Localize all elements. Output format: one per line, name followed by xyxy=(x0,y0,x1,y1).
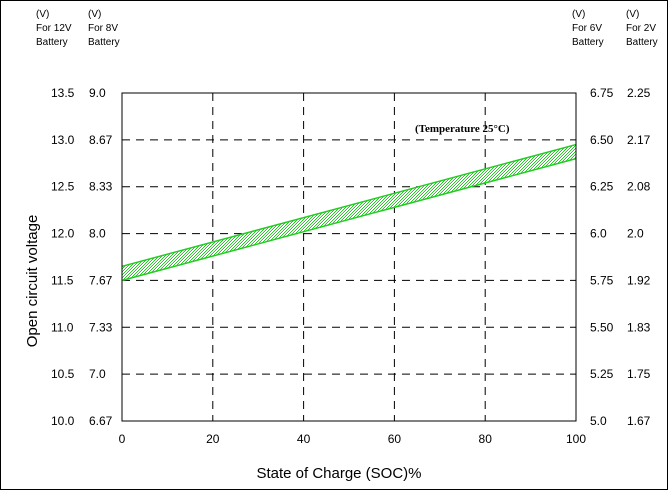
axis-header-1-line: For 8V xyxy=(88,23,118,34)
y-tick-label: 1.67 xyxy=(627,414,651,428)
y-tick-label: 6.67 xyxy=(89,414,113,428)
axis-header-1-line: (V) xyxy=(88,9,101,20)
x-tick-label: 0 xyxy=(119,432,126,446)
y-tick-label: 2.25 xyxy=(627,86,651,100)
axis-header-0-line: (V) xyxy=(36,9,49,20)
y-tick-label: 9.0 xyxy=(89,86,106,100)
y-tick-label: 6.50 xyxy=(590,133,614,147)
x-tick-label: 20 xyxy=(206,432,220,446)
y-tick-label: 11.5 xyxy=(51,273,74,287)
axis-header-3-line: For 2V xyxy=(626,23,656,34)
band-upper-edge xyxy=(121,143,577,268)
x-axis: 0 20 40 60 80 100 xyxy=(119,432,587,446)
axis-header-3-line: Battery xyxy=(626,37,658,48)
y-tick-label: 13.0 xyxy=(51,133,75,147)
y-tick-label: 8.67 xyxy=(89,133,113,147)
y-axes: (V) For 12V Battery 13.5 13.0 12.5 12.0 11.5 11.… xyxy=(36,9,658,428)
x-tick-label: 100 xyxy=(566,432,586,446)
plot-border xyxy=(121,92,577,422)
y-tick-label: 1.75 xyxy=(627,367,651,381)
y-tick-label: 6.0 xyxy=(590,227,607,241)
voltage-band-fill xyxy=(122,144,576,281)
axis-header-0-line: For 12V xyxy=(36,23,72,34)
y-tick-label: 1.83 xyxy=(627,320,651,334)
axis-header-0-line: Battery xyxy=(36,37,68,48)
y-tick-label: 6.25 xyxy=(590,180,614,194)
y-tick-label: 10.5 xyxy=(51,367,75,381)
x-tick-label: 40 xyxy=(297,432,311,446)
axis-header-2-line: For 6V xyxy=(572,23,602,34)
y-tick-label: 12.0 xyxy=(51,227,75,241)
y-tick-label: 5.25 xyxy=(590,367,614,381)
y-tick-label: 13.5 xyxy=(51,86,75,100)
y-tick-label: 7.33 xyxy=(89,320,113,334)
axis-header-2-line: (V) xyxy=(572,9,585,20)
y-tick-label: 8.0 xyxy=(89,227,106,241)
y-tick-label: 11.0 xyxy=(51,320,74,334)
y-tick-label: 2.08 xyxy=(627,180,651,194)
grid-lines xyxy=(122,93,576,421)
axis-header-1-line: Battery xyxy=(88,37,120,48)
y-tick-label: 12.5 xyxy=(51,180,75,194)
voltage-band xyxy=(121,143,577,282)
y-tick-label: 5.0 xyxy=(590,414,607,428)
y-tick-label: 7.0 xyxy=(89,367,106,381)
x-axis-label: State of Charge (SOC)% xyxy=(256,465,421,482)
y-tick-label: 2.17 xyxy=(627,133,651,147)
axis-header-3-line: (V) xyxy=(626,9,639,20)
y-tick-label: 2.0 xyxy=(627,227,644,241)
x-tick-label: 60 xyxy=(388,432,402,446)
axis-header-2-line: Battery xyxy=(572,37,604,48)
y-axis-label: Open circuit voltage xyxy=(24,215,41,348)
y-tick-label: 5.50 xyxy=(590,320,614,334)
temperature-annotation: (Temperature 25°C) xyxy=(415,123,510,135)
y-tick-label: 5.75 xyxy=(590,273,614,287)
y-tick-label: 8.33 xyxy=(89,180,113,194)
y-tick-label: 1.92 xyxy=(627,273,651,287)
y-tick-label: 7.67 xyxy=(89,273,113,287)
y-tick-label: 10.0 xyxy=(51,414,75,428)
y-tick-label: 6.75 xyxy=(590,86,614,100)
band-lower-edge xyxy=(121,157,577,282)
x-tick-label: 80 xyxy=(479,432,493,446)
